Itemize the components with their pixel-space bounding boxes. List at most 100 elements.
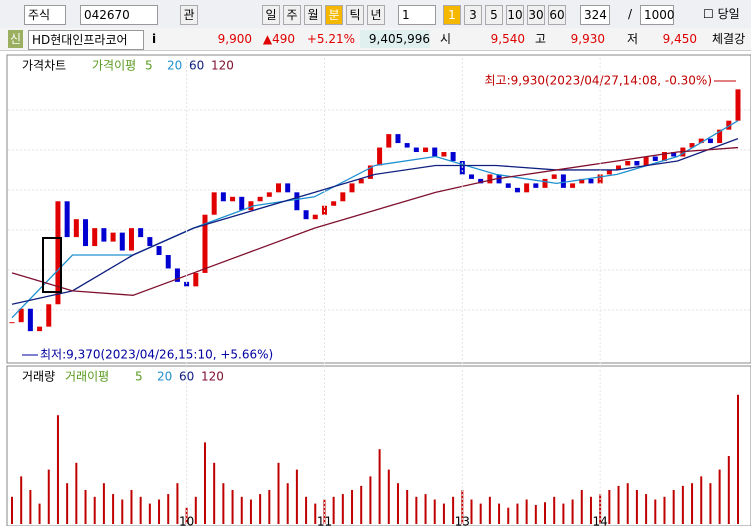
- volume-bar: [681, 485, 684, 524]
- volume-bar: [433, 499, 436, 524]
- low-annotation: 최저:9,370(2023/04/26,15:10, +5.66%): [40, 348, 273, 362]
- candle: [560, 174, 566, 188]
- period-button[interactable]: 년: [367, 5, 385, 25]
- candle: [211, 192, 217, 215]
- interval-button[interactable]: 10: [506, 5, 524, 25]
- candle: [266, 192, 272, 197]
- candle: [64, 201, 70, 238]
- volume-bar: [360, 485, 363, 524]
- period-button[interactable]: 분: [325, 5, 343, 25]
- volume-bar: [38, 503, 41, 524]
- chart-area: 가격차트 가격이평 5 20 60 120 최고:9,930(2023/04/27,14:0…: [6, 54, 751, 526]
- candle: [643, 156, 649, 166]
- rate: +5.21%: [306, 32, 355, 46]
- candle: [404, 143, 410, 148]
- candle: [395, 134, 401, 144]
- slash: /: [628, 7, 633, 21]
- candle: [570, 183, 576, 188]
- high: 9,930: [570, 32, 605, 46]
- volume-bar: [277, 462, 280, 524]
- ma-period: 5: [145, 59, 153, 73]
- period-button[interactable]: 월: [304, 5, 322, 25]
- volume-bar: [635, 490, 638, 524]
- panel-title: 거래량: [22, 370, 55, 384]
- count-input[interactable]: 324: [580, 5, 610, 25]
- volume-bar: [369, 476, 372, 524]
- candle: [468, 174, 474, 179]
- candle: [174, 268, 180, 282]
- volume-bar: [700, 476, 703, 524]
- code-input[interactable]: 042670: [80, 5, 158, 25]
- volume-bar: [442, 503, 445, 524]
- today-check[interactable]: ☐ 당일: [703, 7, 740, 21]
- volume-bar: [102, 483, 105, 524]
- market-select[interactable]: 주식: [24, 5, 66, 25]
- moving-average: [11, 146, 739, 296]
- button[interactable]: 관: [180, 5, 198, 25]
- stock-name[interactable]: HD현대인프라코어: [28, 30, 144, 50]
- ma-period: 120: [201, 370, 224, 384]
- today-label: 당일: [717, 7, 740, 21]
- interval-button[interactable]: 1: [443, 5, 461, 25]
- period-button[interactable]: 틱: [346, 5, 364, 25]
- ma-label: 거래이평: [65, 370, 109, 384]
- candle: [671, 152, 677, 157]
- candle: [625, 160, 631, 166]
- x-tick-label: 14: [593, 515, 608, 526]
- volume-bar: [158, 499, 161, 524]
- volume-bar: [626, 483, 629, 524]
- volume-bar: [29, 490, 32, 524]
- volume-bar: [525, 499, 528, 524]
- candle: [441, 152, 447, 157]
- interval-button[interactable]: 30: [527, 5, 545, 25]
- volume-bar: [544, 502, 547, 524]
- volume-bar: [268, 490, 271, 524]
- candle: [726, 120, 732, 130]
- candle: [276, 183, 282, 193]
- badge: 신: [8, 30, 24, 48]
- x-tick-label: 13: [455, 515, 470, 526]
- volume-bar: [580, 490, 583, 524]
- candle: [119, 232, 125, 251]
- candle: [294, 192, 300, 211]
- max-count[interactable]: 1000: [640, 5, 675, 25]
- interval-button[interactable]: 3: [464, 5, 482, 25]
- ma-label: 가격이평: [92, 59, 136, 73]
- candle: [312, 214, 318, 220]
- volume-bar: [516, 503, 519, 524]
- low: 9,450: [662, 32, 697, 46]
- volume-bar: [121, 499, 124, 524]
- high-label: 고: [535, 32, 547, 46]
- candle: [128, 228, 134, 251]
- volume-bar: [396, 483, 399, 524]
- candle: [83, 219, 89, 247]
- volume-bar: [599, 494, 602, 524]
- volume-bar: [66, 483, 69, 524]
- candle: [689, 143, 695, 148]
- volume-bar: [20, 476, 23, 524]
- volume-bar: [176, 483, 179, 524]
- volume-bar: [249, 499, 252, 524]
- volume-bar: [406, 490, 409, 524]
- period-button[interactable]: 주: [283, 5, 301, 25]
- interval-select[interactable]: 1: [398, 5, 436, 25]
- candle: [717, 129, 723, 144]
- info[interactable]: i: [152, 32, 157, 46]
- volume-bar: [424, 494, 427, 524]
- volume-bar: [727, 456, 730, 524]
- ma-period: 20: [157, 370, 172, 384]
- interval-button[interactable]: 60: [548, 5, 566, 25]
- candle: [707, 138, 713, 144]
- x-tick-label: 10: [179, 515, 194, 526]
- candle: [349, 183, 355, 193]
- volume-bar: [737, 394, 739, 524]
- candle: [202, 214, 208, 273]
- candle: [524, 183, 530, 193]
- interval-button[interactable]: 5: [485, 5, 503, 25]
- volume-bar: [672, 490, 675, 524]
- candle: [110, 232, 116, 242]
- candle: [37, 326, 43, 332]
- period-button[interactable]: 일: [262, 5, 280, 25]
- candle: [27, 308, 33, 332]
- candle: [367, 165, 373, 179]
